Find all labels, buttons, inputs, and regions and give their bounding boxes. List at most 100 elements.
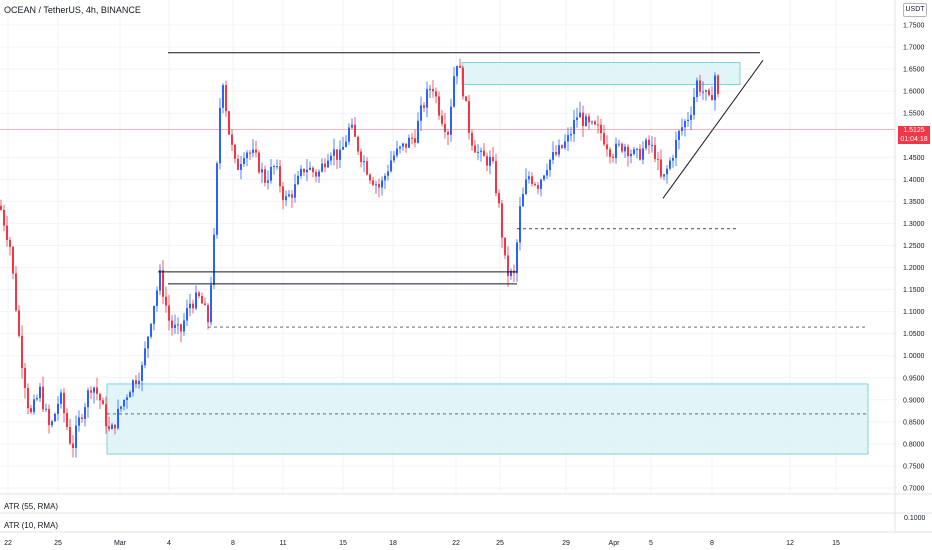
time-tick-label: 29 [562,540,570,547]
candle-body [9,240,11,247]
candle-body [78,417,80,426]
candle-body [213,234,215,285]
candle-body [120,406,122,409]
time-tick-label: 8 [231,540,235,547]
candle-body [474,145,476,153]
candle-body [153,305,155,324]
candle-body [654,145,656,160]
candle-body [51,421,53,426]
candle-body [69,427,71,444]
price-tick-label: 1.7000 [903,45,925,52]
candle-body [681,127,683,131]
candle-body [417,120,419,143]
candle-body [639,148,641,160]
candle-body [180,324,182,332]
candle-body [534,183,536,186]
price-tick-label: 0.8500 [903,419,925,426]
candle-body [573,119,575,134]
candle-body [291,194,293,198]
ascending-trendline[interactable] [662,59,764,199]
candle-body [624,146,626,152]
price-tick-label: 1.1500 [903,287,925,294]
candle-body [435,91,437,97]
candle-body [543,175,545,180]
candle-body [210,284,212,323]
candle-body [186,308,188,321]
candle-body [42,386,44,410]
candle-body [558,145,560,155]
candle-body [675,139,677,158]
candle-body [246,152,248,159]
candle-body [294,184,296,198]
candle-body [372,180,374,185]
time-tick-label: 12 [786,540,794,547]
price-tick-label: 1.3000 [903,221,925,228]
time-tick-label: 22 [4,540,12,547]
candle-body [405,143,407,148]
candle-body [75,425,77,449]
candle-body [240,164,242,170]
candle-body [12,246,14,274]
candle-body [123,399,125,407]
candle-body [483,150,485,157]
candle-body [471,132,473,146]
candle-body [321,163,323,172]
price-tick-label: 1.5500 [903,111,925,118]
candle-body [159,270,161,291]
candle-body [108,426,110,430]
candle-body [378,184,380,188]
candle-body [537,185,539,189]
candle-body [576,117,578,120]
resistance-zone[interactable] [461,62,741,85]
candle-body [147,336,149,349]
candle-body [546,170,548,176]
atr-10-value: 0.1000 [904,515,926,522]
time-tick-label: 15 [339,540,347,547]
candle-body [387,171,389,176]
candle-body [357,136,359,152]
candle-body [600,124,602,134]
price-tick-label: 1.6500 [903,67,925,74]
price-tick-label: 0.9500 [903,375,925,382]
candle-body [252,149,254,153]
candle-body [54,413,56,422]
candle-body [516,242,518,274]
candle-body [279,166,281,187]
candle-body [450,106,452,135]
candle-body [114,424,116,429]
candle-body [561,145,563,148]
last-price-value: 1.5125 [903,127,925,134]
candle-body [129,392,131,398]
candle-body [312,167,314,173]
last-price-tag: 1.5125 01:04:18 [898,126,930,144]
price-tick-label: 1.7500 [903,23,925,30]
candle-body [453,76,455,107]
candle-body [390,160,392,172]
candle-body [702,91,704,93]
candle-body [0,205,2,210]
candle-body [360,151,362,162]
atr-10-label[interactable]: ATR (10, RMA) [4,521,59,530]
candle-body [369,174,371,181]
candle-body [231,134,233,145]
candle-body [267,180,269,183]
candle-body [177,324,179,326]
candle-body [348,127,350,142]
time-tick-label: 18 [389,540,397,547]
candle-body [411,137,413,139]
price-tick-label: 1.2000 [903,265,925,272]
atr-55-label[interactable]: ATR (55, RMA) [4,502,59,511]
candle-body [588,116,590,123]
demand-zone[interactable] [106,383,869,455]
candle-body [216,163,218,235]
candle-body [132,380,134,393]
candle-body [540,179,542,189]
candle-body [168,305,170,321]
candle-body [264,169,266,183]
currency-selector[interactable]: USDT [903,3,927,17]
candle-body [138,380,140,384]
candle-body [270,166,272,181]
candle-body [207,305,209,323]
candle-body [495,161,497,194]
